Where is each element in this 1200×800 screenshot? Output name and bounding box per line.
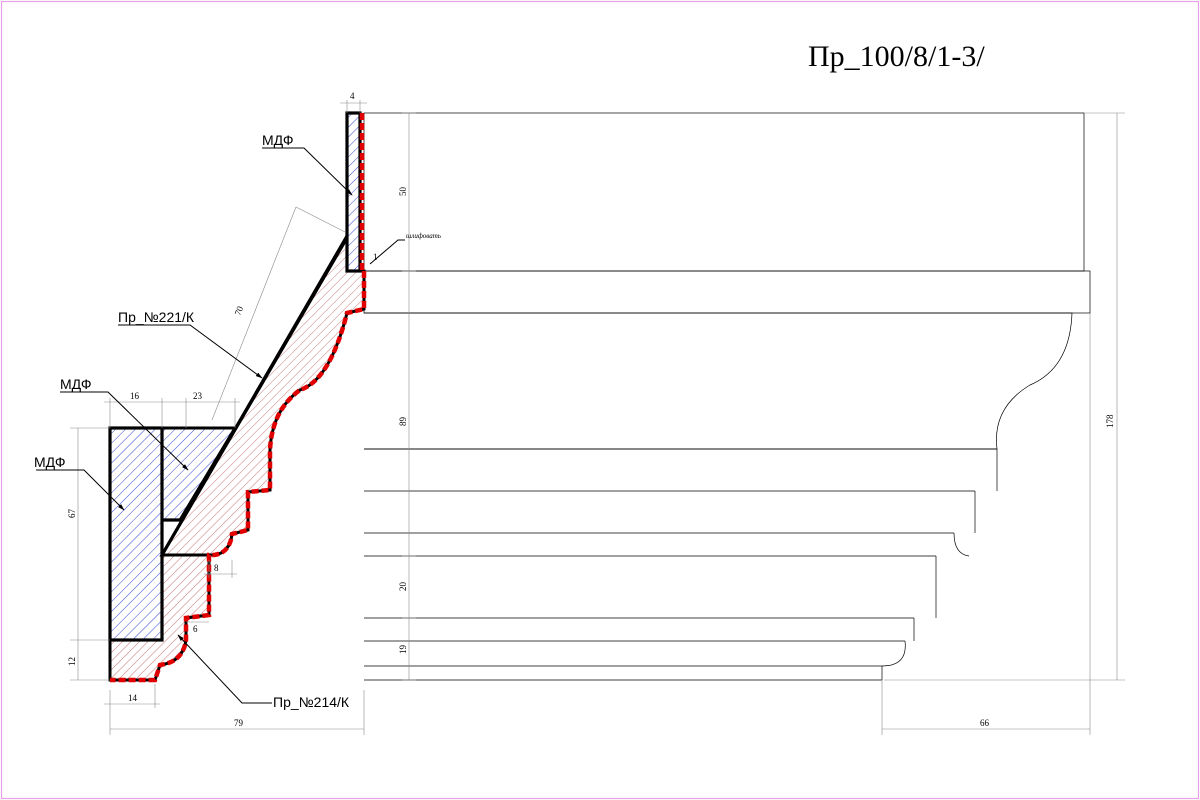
label-mdf-left: МДФ — [34, 454, 65, 470]
dim-178: 178 — [1105, 414, 1115, 428]
dim-8: 8 — [214, 563, 219, 573]
dim-67: 67 — [67, 509, 77, 519]
label-profile-221: Пр_№221/К — [118, 309, 195, 325]
dim-70: 70 — [233, 304, 246, 317]
dim-12: 12 — [67, 657, 77, 666]
dim-23: 23 — [193, 391, 203, 401]
dimension-lines — [70, 100, 1125, 735]
leader-lines — [36, 147, 405, 704]
dim-89: 89 — [398, 417, 408, 427]
mdf-left-block — [108, 426, 164, 642]
sanded-edge — [110, 113, 367, 683]
dim-1: 1 — [373, 252, 378, 262]
label-profile-214: Пр_№214/К — [273, 694, 350, 710]
drawing-title: Пр_100/8/1-3/ — [808, 40, 985, 73]
dim-14: 14 — [128, 693, 138, 703]
elevation-view — [363, 112, 1091, 681]
dim-16: 16 — [130, 391, 140, 401]
section-profile — [108, 111, 367, 683]
label-mdf-mid: МДФ — [60, 376, 91, 392]
dim-4: 4 — [350, 91, 355, 101]
dim-6: 6 — [193, 624, 198, 634]
label-mdf-top: МДФ — [262, 132, 293, 148]
dim-50: 50 — [398, 187, 408, 197]
label-sanding: шлифовать — [406, 232, 441, 240]
dim-66: 66 — [980, 718, 990, 728]
dim-20: 20 — [398, 582, 408, 592]
dim-19: 19 — [398, 645, 408, 655]
dim-79: 79 — [234, 718, 244, 728]
